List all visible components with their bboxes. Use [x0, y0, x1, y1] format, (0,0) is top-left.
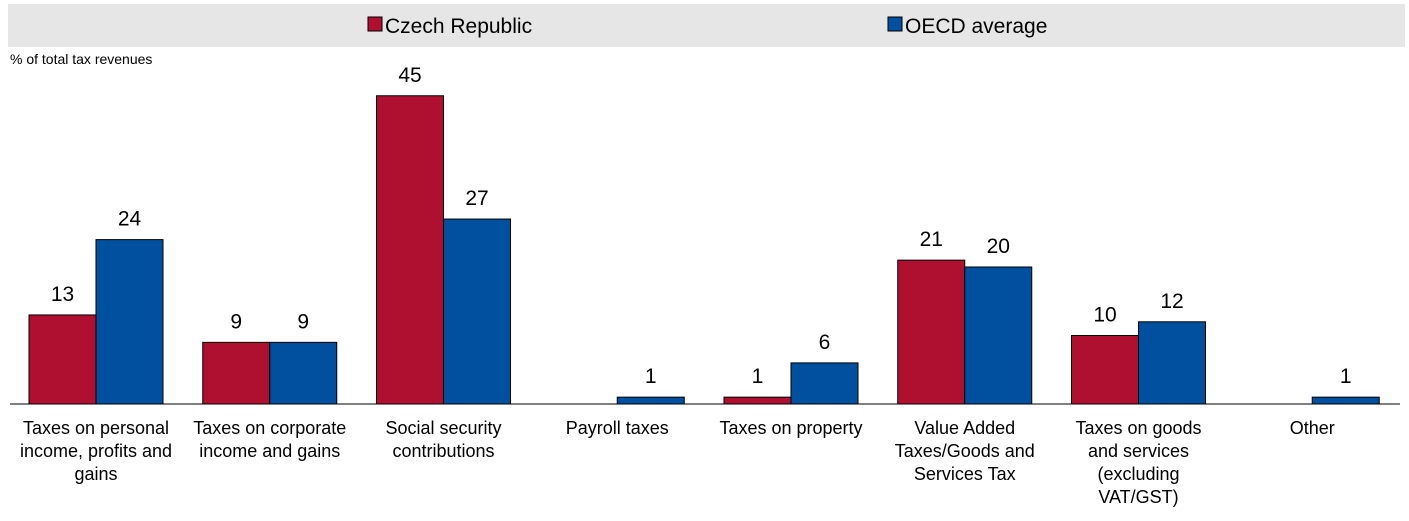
category-label-0-line-2: gains [74, 464, 117, 484]
bar-1-2 [443, 218, 511, 405]
bar-0-2 [376, 95, 444, 405]
category-label-2-line-0: Social security [385, 418, 501, 438]
legend-swatch-0 [367, 16, 383, 32]
bar-1-0 [95, 239, 164, 405]
bars [28, 95, 1380, 405]
value-label-0-5: 21 [920, 228, 943, 251]
value-label-1-0: 24 [118, 208, 142, 231]
bar-1-6 [1138, 321, 1206, 405]
bar-1-4 [790, 362, 859, 405]
value-label-1-7: 1 [1340, 365, 1352, 388]
bar-1-5 [964, 266, 1033, 405]
category-label-6-line-1: and services [1088, 441, 1189, 461]
category-label-6-line-0: Taxes on goods [1075, 418, 1201, 438]
legend-swatch-1 [887, 16, 903, 32]
category-label-1-line-1: income and gains [199, 441, 340, 461]
bar-0-4 [723, 396, 792, 405]
legend: Czech Republic OECD average [367, 15, 1047, 38]
value-label-1-1: 9 [297, 310, 309, 333]
category-label-7-line-0: Other [1290, 418, 1335, 438]
value-labels: 13 24 9 9 45 27 1 1 6 21 20 10 12 1 [51, 64, 1352, 388]
value-label-1-2: 27 [465, 187, 488, 210]
bar-0-5 [897, 259, 966, 405]
category-label-5-line-2: Services Tax [914, 464, 1016, 484]
value-label-0-1: 9 [230, 310, 242, 333]
bar-0-1 [202, 341, 271, 405]
bar-1-3 [616, 396, 685, 405]
bar-1-7 [1311, 396, 1380, 405]
value-label-0-6: 10 [1093, 304, 1116, 327]
category-label-2-line-1: contributions [392, 441, 494, 461]
value-label-1-4: 6 [819, 331, 831, 354]
legend-label-0: Czech Republic [385, 15, 532, 38]
category-label-0-line-1: income, profits and [20, 441, 172, 461]
category-label-0-line-0: Taxes on personal [23, 418, 169, 438]
value-label-1-6: 12 [1160, 290, 1183, 313]
category-label-4-line-0: Taxes on property [719, 418, 862, 438]
value-label-1-5: 20 [987, 235, 1010, 258]
category-label-6-line-3: VAT/GST) [1098, 487, 1178, 507]
category-label-1-line-0: Taxes on corporate [193, 418, 346, 438]
y-axis-label: % of total tax revenues [10, 51, 152, 67]
category-label-3-line-0: Payroll taxes [566, 418, 669, 438]
bar-0-6 [1071, 335, 1139, 405]
legend-label-1: OECD average [905, 15, 1047, 38]
category-label-5-line-0: Value Added [914, 418, 1015, 438]
value-label-1-3: 1 [645, 365, 657, 388]
value-label-0-4: 1 [752, 365, 764, 388]
category-labels: Taxes on personal income, profits and gain… [20, 418, 1335, 507]
legend-background [8, 4, 1405, 47]
value-label-0-2: 45 [398, 64, 421, 87]
value-label-0-0: 13 [51, 283, 74, 306]
bar-0-0 [28, 314, 97, 405]
category-label-5-line-1: Taxes/Goods and [895, 441, 1035, 461]
category-label-6-line-2: (excluding [1097, 464, 1179, 484]
bar-1-1 [269, 341, 338, 405]
